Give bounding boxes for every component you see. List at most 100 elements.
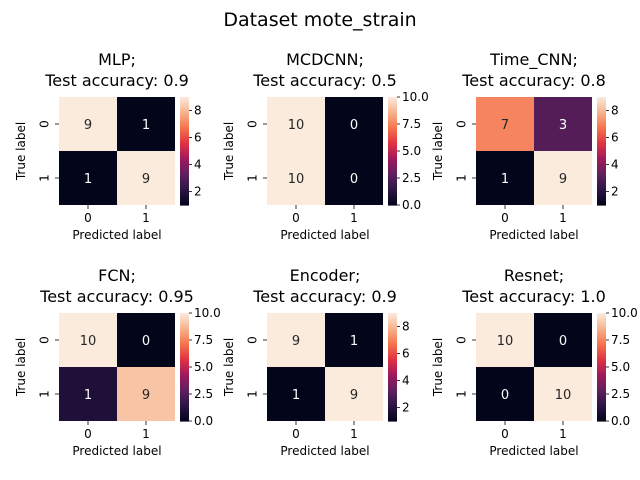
y-axis-label: True label [222,122,236,181]
colorbar-tick-label: 7.5 [194,333,213,347]
colorbar-segment [388,405,397,408]
colorbar-segment [597,155,606,158]
colorbar-segment [597,333,606,336]
colorbar-segment [180,119,189,122]
colorbar-segment [597,109,606,112]
colorbar-segment [388,113,397,116]
colorbar-segment [180,327,189,330]
colorbar-segment [388,417,397,420]
colorbar-segment [388,119,397,122]
colorbar-segment [597,111,606,114]
cell-value-label: 10 [288,118,305,133]
cell-value-label: 9 [350,388,358,403]
colorbar-segment [180,143,189,146]
colorbar-segment [388,345,397,348]
colorbar-segment [388,413,397,416]
colorbar-segment [388,325,397,328]
colorbar-segment [180,191,189,194]
panel-title-model: Resnet; [504,266,564,285]
colorbar-segment [180,137,189,140]
colorbar-segment [597,377,606,380]
colorbar-segment [180,117,189,120]
y-axis-label: True label [222,338,236,397]
colorbar-segment [180,197,189,200]
colorbar-tick-label: 6 [194,131,202,145]
colorbar-segment [180,99,189,102]
colorbar-segment [180,377,189,380]
colorbar-segment [180,145,189,148]
colorbar-segment [597,97,606,100]
colorbar-segment [388,111,397,114]
colorbar-segment [388,97,397,100]
colorbar-segment [597,327,606,330]
colorbar-segment [180,183,189,186]
colorbar-segment [180,335,189,338]
y-tick-label: 1 [246,174,260,182]
colorbar-segment [180,147,189,150]
y-tick-label: 1 [455,174,469,182]
colorbar-segment [388,203,397,206]
colorbar-segment [180,363,189,366]
y-tick-label: 1 [38,390,52,398]
colorbar-segment [388,115,397,118]
colorbar-tick-label: 2.5 [194,387,213,401]
colorbar-segment [388,323,397,326]
colorbar-segment [388,105,397,108]
colorbar-segment [180,163,189,166]
colorbar-segment [180,349,189,352]
colorbar-segment [180,389,189,392]
heatmap-cell [59,151,117,205]
cell-value-label: 1 [84,172,92,187]
colorbar-segment [388,349,397,352]
colorbar-segment [388,125,397,128]
colorbar-segment [180,365,189,368]
colorbar-segment [180,139,189,142]
colorbar-segment [180,347,189,350]
colorbar-segment [597,151,606,154]
colorbar-segment [388,341,397,344]
colorbar-segment [597,385,606,388]
colorbar-segment [597,325,606,328]
heatmap-cell [267,151,325,205]
colorbar-tick-label: 8 [402,320,410,334]
x-axis-label: Predicted label [72,228,161,242]
colorbar-segment [388,407,397,410]
colorbar-segment [597,201,606,204]
cell-value-label: 10 [80,334,97,349]
colorbar-segment [180,173,189,176]
colorbar-segment [388,343,397,346]
colorbar-segment [180,417,189,420]
colorbar-segment [180,411,189,414]
heatmap-cell [534,151,592,205]
colorbar-segment [180,345,189,348]
colorbar-segment [180,373,189,376]
colorbar-segment [388,169,397,172]
colorbar-segment [180,111,189,114]
panel-title-model: FCN; [98,266,136,285]
colorbar-segment [388,183,397,186]
y-axis-label: True label [431,338,445,397]
colorbar-segment [388,103,397,106]
colorbar-segment [180,153,189,156]
panel-title-accuracy: Test accuracy: 0.9 [44,71,189,90]
heatmap-cell [117,97,175,151]
y-tick-label: 0 [38,120,52,128]
heatmap-cell [325,313,383,367]
colorbar-segment [388,121,397,124]
colorbar-segment [180,185,189,188]
colorbar-segment [597,321,606,324]
panel-title-accuracy: Test accuracy: 0.9 [252,287,397,306]
y-axis-label: True label [431,122,445,181]
colorbar-segment [388,353,397,356]
cell-value-label: 9 [292,334,300,349]
colorbar-tick-label: 6 [611,131,619,145]
cell-value-label: 1 [84,388,92,403]
colorbar-segment [388,107,397,110]
colorbar-segment [597,355,606,358]
colorbar-segment [388,359,397,362]
colorbar-segment [388,393,397,396]
colorbar-segment [597,187,606,190]
x-tick-label: 0 [292,211,300,225]
colorbar-segment [388,187,397,190]
colorbar-segment [597,339,606,342]
